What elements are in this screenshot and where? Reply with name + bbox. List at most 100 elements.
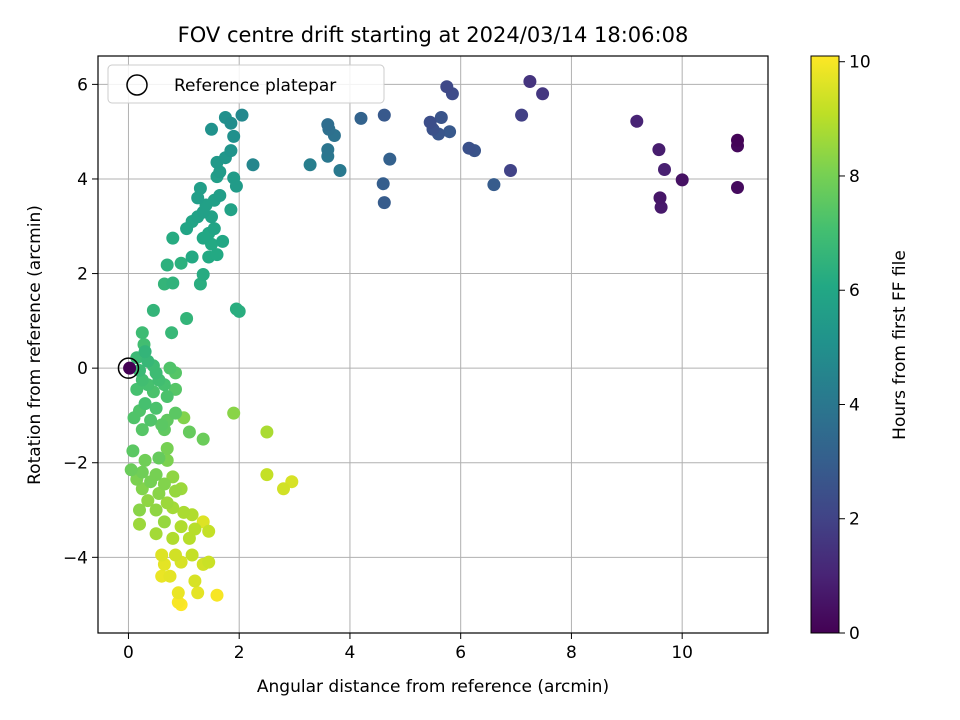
scatter-point (169, 406, 182, 420)
y-tick-label: −4 (63, 548, 88, 568)
x-tick-label: 4 (345, 643, 356, 663)
scatter-point (185, 548, 199, 562)
legend-label-reference: Reference platepar (174, 76, 336, 96)
scatter-point (133, 517, 146, 531)
scatter-point (227, 129, 241, 143)
chart-title: FOV centre drift starting at 2024/03/14 … (178, 23, 689, 47)
scatter-point (127, 411, 141, 425)
scatter-point (166, 231, 180, 245)
scatter-point (135, 465, 149, 479)
scatter-point (124, 463, 138, 477)
y-tick-label: 2 (77, 265, 88, 285)
scatter-point (135, 326, 149, 340)
scatter-point (126, 444, 140, 458)
scatter-point (653, 191, 667, 205)
scatter-point (523, 75, 537, 88)
scatter-point (157, 477, 171, 491)
scatter-point (202, 524, 216, 538)
scatter-point (227, 406, 241, 420)
scatter-point (138, 345, 152, 359)
colorbar (810, 55, 840, 634)
scatter-point (232, 304, 246, 318)
scatter-point (434, 111, 448, 124)
scatter-point (210, 248, 224, 262)
colorbar-tick-label: 2 (849, 510, 860, 530)
y-tick-label: 0 (77, 359, 88, 379)
y-tick-label: 6 (77, 75, 88, 95)
scatter-point (141, 494, 155, 508)
colorbar-tick-label: 4 (849, 395, 860, 415)
scatter-point (157, 515, 171, 529)
scatter-point (260, 468, 274, 482)
scatter-point (207, 222, 221, 236)
scatter-point (515, 108, 529, 122)
scatter-point (163, 569, 177, 583)
plot-area-frame (97, 55, 769, 634)
scatter-point (130, 382, 144, 396)
scatter-point (155, 418, 169, 432)
scatter-point (731, 133, 744, 147)
scatter-point (216, 234, 230, 248)
scatter-point (658, 163, 671, 176)
scatter-point (135, 423, 149, 437)
colorbar-label: Hours from first FF file (890, 250, 910, 440)
scatter-point (160, 258, 174, 272)
scatter-point (224, 144, 238, 158)
scatter-point (630, 114, 644, 128)
scatter-point (652, 143, 666, 157)
scatter-point (171, 595, 185, 609)
scatter-point (169, 484, 182, 498)
scatter-point (174, 520, 188, 534)
scatter-point (144, 475, 158, 489)
reference-point-marker (117, 357, 140, 379)
x-tick-label: 10 (671, 643, 693, 663)
scatter-point (377, 108, 391, 122)
scatter-point (205, 122, 218, 136)
scatter-point (166, 276, 180, 290)
colorbar-tick-label: 6 (849, 281, 860, 301)
scatter-point (149, 503, 163, 517)
x-axis-ticks: 0 2 4 6 8 10 (123, 633, 693, 663)
scatter-point (138, 453, 152, 467)
scatter-point (383, 152, 397, 166)
colorbar-tick-label: 8 (849, 167, 860, 187)
y-axis-ticks: −4 −2 0 2 4 6 (63, 75, 98, 568)
scatter-point (165, 326, 179, 340)
scatter-point (138, 397, 152, 411)
x-tick-label: 2 (234, 643, 245, 663)
scatter-point (675, 173, 689, 187)
scatter-point (443, 125, 457, 139)
grid (98, 56, 768, 633)
x-tick-label: 0 (123, 643, 134, 663)
scatter-point (160, 442, 174, 455)
scatter-point (149, 366, 163, 380)
scatter-point (149, 527, 163, 541)
colorbar-tick-label: 0 (849, 624, 860, 644)
scatter-point (171, 586, 185, 600)
scatter-point (188, 522, 202, 536)
y-tick-label: −2 (63, 454, 88, 474)
scatter-point (133, 503, 146, 517)
scatter-point (487, 178, 501, 192)
scatter-point (354, 111, 368, 125)
y-tick-label: 4 (77, 170, 88, 190)
scatter-point (224, 116, 238, 130)
scatter-point (191, 191, 205, 205)
scatter-point (260, 425, 274, 439)
scatter-point (123, 361, 137, 375)
scatter-point (196, 231, 210, 245)
scatter-point (152, 487, 166, 500)
scatter-point (246, 158, 260, 172)
scatter-point (536, 87, 550, 101)
scatter-point (163, 361, 177, 375)
y-axis-label: Rotation from reference (arcmin) (25, 205, 45, 485)
legend: Reference platepar (107, 64, 385, 104)
scatter-point (654, 200, 668, 214)
scatter-point (182, 531, 196, 545)
scatter-point (196, 205, 210, 219)
legend-box (107, 64, 385, 104)
scatter-point (166, 531, 180, 545)
scatter-point (440, 80, 454, 94)
scatter-point (321, 118, 335, 132)
scatter-point (180, 312, 194, 325)
